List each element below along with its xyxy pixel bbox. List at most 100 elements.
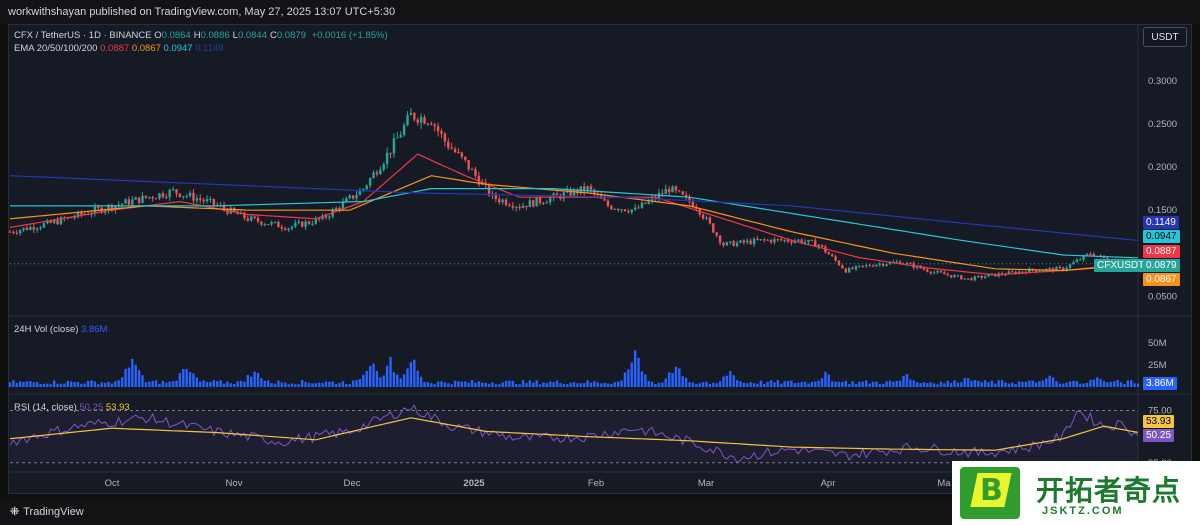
- price-chart-svg[interactable]: 0.3000 0.2500 0.2000 0.1500 0.0500 50M 25M 75.0…: [0, 0, 1200, 500]
- volume-bar: [939, 381, 943, 387]
- volume-bar: [300, 380, 304, 387]
- ema-line: [9, 175, 1139, 241]
- volume-bar: [1055, 381, 1058, 387]
- volume-bar: [199, 381, 202, 387]
- candle-body: [885, 264, 888, 266]
- candle-body: [324, 215, 328, 218]
- volume-bar: [701, 382, 705, 387]
- candle-body: [1041, 270, 1045, 272]
- candle-body: [107, 204, 110, 211]
- volume-value: 3.86M: [81, 324, 108, 335]
- candle-body: [52, 220, 56, 223]
- candle-body: [406, 115, 409, 126]
- volume-bar: [739, 381, 742, 387]
- candle-body: [171, 189, 175, 191]
- candle-body: [355, 194, 358, 199]
- candle-body: [433, 124, 436, 127]
- volume-bar: [909, 379, 912, 387]
- candle-body: [120, 203, 124, 205]
- volume-bar: [29, 381, 32, 387]
- candle-body: [287, 228, 290, 230]
- candle-body: [209, 198, 212, 200]
- volume-bar: [613, 382, 616, 387]
- volume-bar: [351, 380, 355, 387]
- candle-body: [881, 263, 885, 266]
- currency-button[interactable]: USDT: [1143, 27, 1187, 47]
- volume-bar: [148, 381, 151, 387]
- candle-body: [960, 275, 963, 280]
- volume-bar: [396, 374, 399, 387]
- volume-bar: [280, 382, 284, 387]
- volume-bar: [290, 383, 294, 387]
- volume-bar: [695, 383, 698, 387]
- chart-panel[interactable]: [8, 24, 1192, 494]
- volume-bar: [511, 380, 515, 387]
- volume-bar: [144, 382, 148, 387]
- candle-body: [1062, 267, 1065, 271]
- volume-bar: [807, 383, 810, 387]
- volume-bar: [599, 383, 603, 387]
- volume-bar: [552, 382, 555, 387]
- volume-bar: [484, 382, 487, 387]
- volume-bar: [1119, 382, 1123, 387]
- candle-body: [956, 275, 960, 277]
- candle-body: [963, 278, 966, 280]
- volume-bar: [538, 384, 542, 387]
- candle-body: [970, 278, 973, 281]
- candle-body: [368, 178, 372, 186]
- volume-bar: [586, 380, 589, 387]
- candle-body: [334, 207, 338, 210]
- candle-body: [752, 238, 756, 245]
- volume-bar: [341, 381, 345, 387]
- volume-bar: [705, 381, 708, 387]
- volume-bar: [1123, 384, 1126, 387]
- volume-bar: [460, 381, 464, 387]
- candle-body: [603, 198, 606, 201]
- candle-body: [409, 112, 413, 116]
- candle-body: [137, 197, 141, 203]
- volume-bar: [763, 383, 766, 387]
- candle-body: [797, 239, 800, 241]
- volume-bar: [691, 382, 695, 387]
- candle-body: [1014, 271, 1017, 274]
- candle-body: [290, 226, 294, 229]
- volume-bar: [158, 384, 161, 387]
- volume-bar: [776, 380, 780, 387]
- candle-body: [297, 221, 300, 224]
- candle-body: [671, 186, 674, 193]
- volume-bar: [314, 383, 317, 387]
- volume-bar: [127, 367, 131, 387]
- volume-bar: [881, 383, 885, 387]
- volume-bar: [525, 382, 528, 387]
- volume-bar: [966, 378, 970, 387]
- volume-bar: [780, 383, 783, 387]
- candle-body: [732, 241, 735, 247]
- volume-bar: [1072, 380, 1075, 387]
- volume-bar: [348, 384, 351, 387]
- candle-body: [280, 227, 284, 229]
- volume-bar: [382, 375, 385, 387]
- ohlc-key: C: [270, 30, 277, 41]
- volume-bar: [110, 383, 114, 387]
- ema-label: EMA 20/50/100/200: [14, 43, 98, 54]
- candle-body: [973, 276, 977, 281]
- volume-bar: [83, 383, 86, 387]
- volume-bar: [929, 382, 932, 387]
- tradingview-logo[interactable]: ⁜ TradingView: [10, 505, 84, 518]
- volume-bar: [637, 357, 640, 387]
- candle-body: [987, 274, 990, 277]
- volume-bar: [154, 380, 158, 387]
- candle-body: [827, 252, 831, 255]
- candle-body: [243, 212, 246, 219]
- tv-icon: ⁜: [10, 506, 20, 518]
- candle-body: [457, 152, 460, 154]
- candle-body: [168, 189, 171, 198]
- volume-bar: [902, 375, 905, 387]
- candle-body: [715, 232, 718, 236]
- candle-body: [783, 239, 786, 241]
- candle-body: [871, 265, 875, 267]
- candle-body: [966, 278, 970, 280]
- candle-body: [450, 147, 453, 149]
- candle-body: [576, 189, 579, 194]
- volume-bar: [328, 381, 331, 387]
